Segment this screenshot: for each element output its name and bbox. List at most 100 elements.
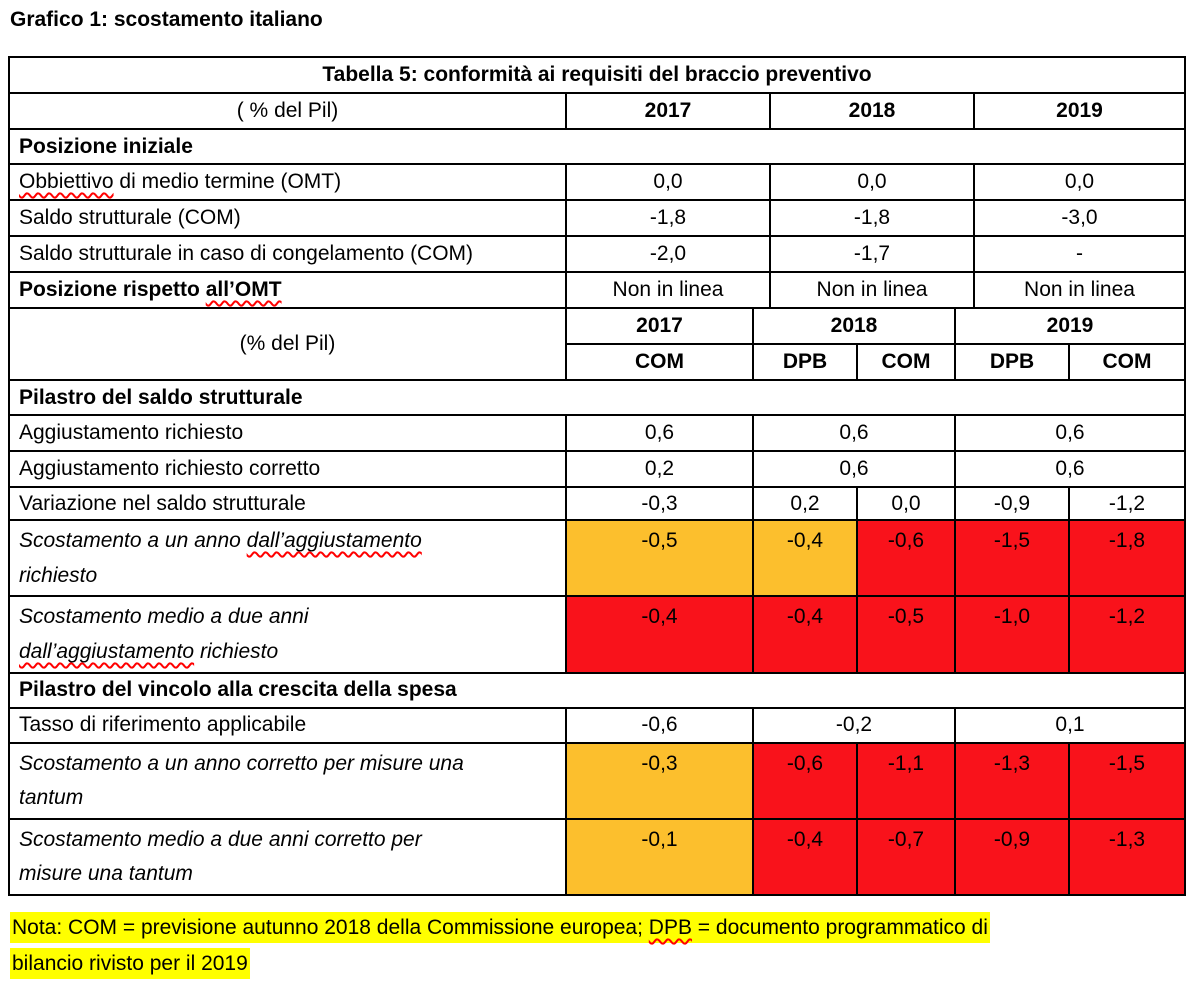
cell-var-com-2019: -1,2 bbox=[1068, 486, 1186, 521]
cell-scost-medio-com-2018: -0,5 bbox=[856, 595, 956, 674]
row-agg-corretto-label: Aggiustamento richiesto corretto bbox=[8, 450, 567, 488]
row-variazione: Variazione nel saldo strutturale -0,3 0,… bbox=[8, 486, 1186, 521]
row-saldo-strutturale: Saldo strutturale (COM) -1,8 -1,8 -3,0 bbox=[8, 199, 1187, 237]
cell-omt-2018: 0,0 bbox=[769, 163, 975, 201]
row-scost-medio-label: Scostamento medio a due anni dall’aggiust… bbox=[8, 595, 567, 674]
row-aggiustamento-richiesto: Aggiustamento richiesto 0,6 0,6 0,6 bbox=[8, 414, 1186, 452]
year-header-2019: 2019 bbox=[954, 307, 1186, 345]
row-posizione-omt-label-pre: Posizione rispetto bbox=[19, 278, 206, 301]
row-scostamento-anno: Scostamento a un anno dall’aggiustamento… bbox=[8, 518, 1186, 598]
cell-smc-dpb-2018: -0,4 bbox=[752, 817, 858, 897]
row-tasso-riferimento: Tasso di riferimento applicabile -0,6 -0… bbox=[8, 706, 1186, 744]
cell-smc-com-2019: -1,3 bbox=[1068, 817, 1186, 897]
table-title-row: Tabella 5: conformità ai requisiti del b… bbox=[7, 56, 1187, 94]
page-title: Grafico 1: scostamento italiano bbox=[10, 8, 323, 31]
footnote: Nota: COM = previsione autunno 2018 dell… bbox=[10, 910, 1184, 982]
row-saldo-label: Saldo strutturale (COM) bbox=[8, 199, 567, 237]
cell-aggc-2018: 0,6 bbox=[752, 450, 956, 488]
row-agg-richiesto-label: Aggiustamento richiesto bbox=[8, 414, 567, 452]
unit-label-top: ( % del Pil) bbox=[8, 92, 567, 130]
row-aggiustamento-corretto: Aggiustamento richiesto corretto 0,2 0,6… bbox=[8, 450, 1186, 488]
year-header-2019: 2019 bbox=[972, 92, 1187, 130]
top-header-row: ( % del Pil) 2017 2018 2019 bbox=[8, 92, 1187, 130]
cell-scost-medio-dpb-2018: -0,4 bbox=[752, 595, 858, 674]
table-preventive-arm-top: Tabella 5: conformità ai requisiti del b… bbox=[7, 56, 1187, 309]
row-saldo-congelamento-label: Saldo strutturale in caso di congelament… bbox=[8, 235, 567, 273]
label-text: Scostamento a un anno corretto per misur… bbox=[19, 751, 464, 775]
cell-omt-2017: 0,0 bbox=[565, 163, 771, 201]
cell-smc-dpb-2019: -0,9 bbox=[954, 817, 1070, 897]
cell-scost-anno-dpb-2019: -1,5 bbox=[954, 518, 1070, 598]
cell-smc-com-2018: -0,7 bbox=[856, 817, 956, 897]
cell-aggc-2017: 0,2 bbox=[565, 450, 754, 488]
footnote-line-2: bilancio rivisto per il 2019 bbox=[10, 946, 1184, 982]
row-tasso-label: Tasso di riferimento applicabile bbox=[8, 706, 567, 744]
cell-scost-medio-com-2017: -0,4 bbox=[565, 595, 754, 674]
label-text: richiesto bbox=[19, 563, 98, 587]
cell-scost-medio-com-2019: -1,2 bbox=[1068, 595, 1186, 674]
cell-aggc-2019: 0,6 bbox=[954, 450, 1186, 488]
col-header-com-2018: COM bbox=[856, 343, 956, 381]
label-text: Scostamento a un anno bbox=[19, 529, 247, 552]
cell-scost-anno-com-2017: -0,5 bbox=[565, 518, 754, 598]
cell-posizione-2018: Non in linea bbox=[769, 271, 975, 309]
cell-agg-2018: 0,6 bbox=[752, 414, 956, 452]
cell-sac-com-2017: -0,3 bbox=[565, 741, 754, 820]
misspelled-word: all’OMT bbox=[205, 278, 282, 301]
misspelled-word: dall’aggiustamento bbox=[19, 639, 195, 663]
cell-scost-anno-com-2018: -0,6 bbox=[856, 518, 956, 598]
year-header-2018: 2018 bbox=[769, 92, 975, 130]
col-header-dpb-2018: DPB bbox=[752, 343, 858, 381]
row-variazione-label: Variazione nel saldo strutturale bbox=[8, 486, 567, 521]
cell-scost-medio-dpb-2019: -1,0 bbox=[954, 595, 1070, 674]
mid-header-years-row: (% del Pil) 2017 2018 2019 bbox=[8, 307, 1186, 381]
cell-var-com-2018: 0,0 bbox=[856, 486, 956, 521]
section-posizione-iniziale: Posizione iniziale bbox=[7, 128, 1187, 165]
cell-smc-com-2017: -0,1 bbox=[565, 817, 754, 897]
cell-saldo-2019: -3,0 bbox=[972, 199, 1187, 237]
row-scostamento-medio-corretto: Scostamento medio a due anni corretto pe… bbox=[8, 817, 1186, 897]
section-pilastro-saldo-label: Pilastro del saldo strutturale bbox=[8, 379, 1186, 416]
footnote-text: = documento programmatico di bbox=[691, 916, 988, 940]
row-scost-medio-corretto-label: Scostamento medio a due anni corretto pe… bbox=[8, 817, 567, 897]
table-preventive-arm-bottom: (% del Pil) 2017 2018 2019 COM DPB COM D… bbox=[8, 307, 1186, 897]
cell-omt-2019: 0,0 bbox=[972, 163, 1187, 201]
row-saldo-congelamento: Saldo strutturale in caso di congelament… bbox=[8, 235, 1187, 273]
cell-agg-2019: 0,6 bbox=[954, 414, 1186, 452]
cell-posizione-2017: Non in linea bbox=[565, 271, 771, 309]
mid-header-source-row: COM DPB COM DPB COM bbox=[9, 343, 1186, 381]
section-posizione-iniziale-label: Posizione iniziale bbox=[7, 128, 1187, 165]
table-title: Tabella 5: conformità ai requisiti del b… bbox=[7, 56, 1187, 94]
row-posizione-omt: Posizione rispetto all’OMT Non in linea … bbox=[8, 271, 1187, 309]
label-text: richiesto bbox=[194, 639, 279, 663]
misspelled-word: DPB bbox=[648, 916, 692, 940]
col-header-com-2017: COM bbox=[565, 343, 754, 381]
cell-tasso-2018: -0,2 bbox=[752, 706, 956, 744]
label-text: Scostamento medio a due anni corretto pe… bbox=[19, 827, 422, 851]
misspelled-word: dall’aggiustamento bbox=[246, 529, 422, 552]
cell-agg-2017: 0,6 bbox=[565, 414, 754, 452]
highlighted-text: Nota: COM = previsione autunno 2018 dell… bbox=[10, 912, 990, 944]
cell-scost-anno-com-2019: -1,8 bbox=[1068, 518, 1186, 598]
cell-scost-anno-dpb-2018: -0,4 bbox=[752, 518, 858, 598]
unit-label-mid: (% del Pil) bbox=[8, 307, 567, 381]
cell-congelamento-2018: -1,7 bbox=[769, 235, 975, 273]
cell-posizione-2019: Non in linea bbox=[972, 271, 1187, 309]
col-header-dpb-2019: DPB bbox=[954, 343, 1070, 381]
cell-congelamento-2019: - bbox=[972, 235, 1187, 273]
row-scostamento-medio: Scostamento medio a due anni dall’aggiust… bbox=[8, 595, 1186, 674]
section-pilastro-saldo: Pilastro del saldo strutturale bbox=[8, 379, 1186, 416]
row-omt-label: Obbiettivo di medio termine (OMT) bbox=[8, 163, 567, 201]
label-text: tantum bbox=[19, 786, 84, 810]
label-text: misure una tantum bbox=[19, 862, 193, 886]
cell-sac-dpb-2018: -0,6 bbox=[752, 741, 858, 820]
cell-var-dpb-2018: 0,2 bbox=[752, 486, 858, 521]
label-text: Scostamento medio a due anni bbox=[19, 605, 309, 629]
col-header-com-2019: COM bbox=[1068, 343, 1186, 381]
cell-var-com-2017: -0,3 bbox=[565, 486, 754, 521]
row-omt-label-rest: di medio termine (OMT) bbox=[113, 170, 342, 193]
cell-sac-dpb-2019: -1,3 bbox=[954, 741, 1070, 820]
cell-tasso-2019: 0,1 bbox=[954, 706, 1186, 744]
year-header-2018: 2018 bbox=[752, 307, 956, 345]
section-pilastro-vincolo: Pilastro del vincolo alla crescita della… bbox=[8, 671, 1186, 709]
